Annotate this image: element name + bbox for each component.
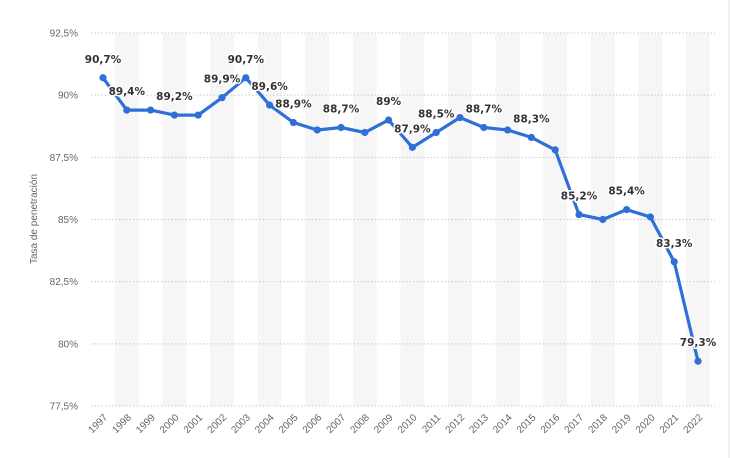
series-group — [99, 74, 702, 365]
band-2006 — [305, 33, 330, 406]
data-label-2009: 89% — [376, 96, 402, 108]
x-tick-label: 2006 — [301, 412, 325, 436]
band-2016 — [543, 33, 568, 406]
data-label-2007: 88,7% — [323, 103, 360, 115]
y-tick-label: 77,5% — [50, 402, 78, 413]
data-point-2000 — [170, 111, 178, 119]
data-label-2022: 79,3% — [680, 337, 717, 349]
data-labels: 90,7% 89,4% 89,2% 89,9% 90,7% 89,6% 88,9% 88,7%… — [83, 52, 718, 350]
x-tick-label: 2015 — [515, 412, 539, 436]
scroll-edge — [728, 0, 730, 458]
x-tick-label: 2010 — [396, 412, 420, 436]
data-label-2000: 89,2% — [156, 91, 193, 103]
data-label-2010: 87,9% — [394, 123, 431, 135]
x-tick-label: 1998 — [110, 412, 134, 436]
data-label-2005: 88,9% — [275, 99, 312, 111]
band-2000 — [162, 33, 187, 406]
data-point-2010 — [408, 143, 416, 151]
x-tick-label: 2003 — [229, 412, 253, 436]
x-tick-label: 2004 — [253, 412, 277, 436]
x-tick-label: 2018 — [586, 412, 610, 436]
gridlines — [91, 32, 715, 407]
x-tick-label: 2005 — [277, 412, 301, 436]
data-point-2001 — [194, 111, 202, 119]
data-point-2008 — [361, 128, 369, 137]
data-point-1998 — [123, 106, 131, 114]
data-point-2015 — [527, 133, 536, 142]
x-tick-label: 2011 — [420, 412, 443, 435]
y-axis-title: Tasa de penetración — [29, 174, 40, 264]
data-label-1997: 90,7% — [85, 54, 122, 66]
x-tick-label: 2021 — [658, 412, 682, 436]
data-point-2020 — [646, 213, 655, 221]
data-point-2005 — [289, 118, 297, 127]
data-label-2021: 83,3% — [656, 238, 693, 250]
x-tick-label: 2016 — [539, 412, 563, 436]
x-tick-label: 2019 — [610, 412, 634, 436]
data-point-2006 — [313, 126, 321, 134]
data-point-1997 — [99, 74, 107, 82]
data-point-2013 — [480, 123, 488, 132]
data-point-2016 — [551, 146, 559, 154]
x-tick-label: 1997 — [87, 412, 111, 436]
data-point-2009 — [385, 116, 393, 124]
data-point-2019 — [623, 205, 631, 214]
band-2010 — [400, 33, 425, 406]
x-tick-label: 2008 — [348, 412, 372, 436]
data-label-1998: 89,4% — [109, 86, 146, 98]
data-point-2021 — [670, 258, 678, 266]
data-label-2003: 90,7% — [228, 54, 265, 66]
data-point-2002 — [218, 94, 226, 102]
y-tick-label: 87,5% — [50, 153, 78, 164]
data-point-2003 — [242, 74, 250, 82]
y-tick-label: 92,5% — [50, 29, 78, 40]
data-point-2012 — [456, 113, 464, 122]
y-tick-label: 85% — [58, 215, 78, 226]
data-point-2022 — [694, 357, 702, 365]
x-tick-label: 2000 — [158, 412, 182, 436]
data-label-2019: 85,4% — [608, 186, 645, 198]
data-point-1999 — [147, 106, 155, 114]
x-tick-label: 2002 — [206, 412, 230, 436]
x-tick-label: 2020 — [634, 412, 658, 436]
x-tick-label: 2001 — [182, 412, 206, 436]
data-label-2004: 89,6% — [251, 81, 288, 93]
x-tick-label: 1999 — [134, 412, 158, 436]
x-tick-label: 2009 — [372, 412, 396, 436]
data-point-2007 — [337, 123, 345, 132]
data-point-2004 — [266, 101, 274, 109]
x-tick-label: 2013 — [467, 412, 491, 436]
y-tick-label: 90% — [58, 91, 78, 102]
y-tick-label: 80% — [58, 339, 78, 350]
data-label-2013: 88,7% — [466, 103, 503, 115]
data-point-2011 — [432, 128, 440, 137]
y-tick-label: 82,5% — [50, 277, 78, 288]
x-tick-label: 2012 — [444, 412, 468, 436]
data-label-2011: 88,5% — [418, 108, 455, 120]
y-axis-ticks: 92,5% 90% 87,5% 85% 82,5% 80% 77,5% — [50, 29, 78, 413]
x-tick-label: 2022 — [682, 412, 706, 436]
x-axis-ticks: 1997 1998 1999 2000 2001 2002 2003 2004 2005 2006… — [87, 412, 706, 436]
x-tick-label: 2007 — [325, 412, 349, 436]
x-tick-label: 2014 — [491, 412, 515, 436]
data-point-2014 — [504, 126, 512, 134]
data-label-2015: 88,3% — [513, 113, 550, 125]
data-point-2017 — [575, 210, 583, 219]
data-point-2018 — [599, 215, 607, 224]
series-line — [101, 76, 700, 363]
x-tick-label: 2017 — [563, 412, 587, 436]
data-label-2017: 85,2% — [561, 191, 598, 203]
data-label-2002: 89,9% — [204, 74, 241, 86]
